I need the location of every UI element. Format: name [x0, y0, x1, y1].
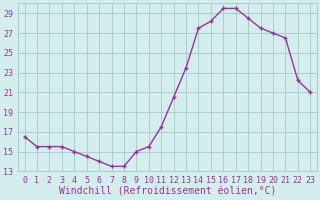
X-axis label: Windchill (Refroidissement éolien,°C): Windchill (Refroidissement éolien,°C) [59, 187, 276, 197]
